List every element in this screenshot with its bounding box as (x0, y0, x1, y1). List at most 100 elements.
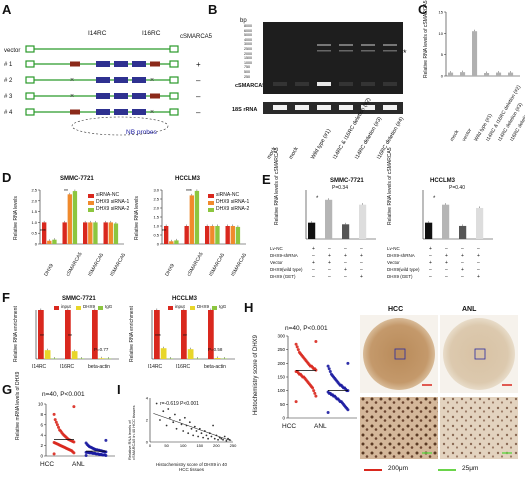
scatter-point-11 (182, 430, 185, 432)
bar-siRNA-NC-1 (62, 222, 67, 244)
chart-f-hcclm3 (151, 308, 235, 360)
y-tick-label-100: 100 (277, 388, 285, 393)
y-tick-label-300: 300 (277, 334, 285, 339)
lane-label-1: mock (288, 146, 300, 161)
e-sign: + (328, 253, 331, 259)
upper-band (383, 44, 397, 46)
ladder-label-3000: 3000 (244, 42, 252, 47)
panel-label-f: F (2, 290, 10, 305)
y-tick-label-0: 0 (157, 242, 160, 247)
f-legend-swatch (98, 306, 103, 310)
i-stat: r=-0.619 P<0.001 (160, 401, 199, 407)
e-sign: + (445, 253, 448, 259)
g-stat: n=40, P<0.001 (42, 391, 85, 398)
bar-csmarca5-1 (460, 72, 466, 76)
i16rc-label: I16RC (142, 30, 161, 37)
scatter-point-8 (175, 427, 178, 430)
bar-e-3 (476, 207, 484, 239)
ladder-label-500: 500 (244, 70, 250, 74)
h-img-title-anl: ANL (462, 306, 477, 313)
exon-block-2 (114, 77, 128, 83)
chart-d-smmc: 0 0.5 1.0 1.5 2.0 2.5 (31, 188, 124, 247)
bar-e-0 (425, 222, 433, 239)
scatter-point-23 (202, 436, 205, 439)
e-sign: – (461, 274, 464, 280)
left-exon-box (25, 92, 35, 100)
e-sign: + (344, 253, 347, 259)
i16rc-deleted-mark: × (150, 77, 154, 84)
scatter-point-35 (222, 438, 224, 441)
d-sig-dhx9: ** (162, 229, 166, 235)
bar-DHX9 siRNA-2-2 (93, 222, 98, 244)
d-cat-0-3: ISMARCA5 (109, 252, 128, 278)
f-legend-label-1: DHX9 (197, 304, 210, 309)
y-tick-label-3.0: 3.0 (153, 188, 159, 193)
bar-e-2 (459, 225, 467, 239)
row-label-1: # 1 (4, 62, 13, 68)
scatter-point-2 (162, 410, 165, 413)
right-exon-box (169, 108, 179, 116)
d-sig-dhx9: *** (40, 229, 46, 235)
csmarca5-band (295, 82, 309, 86)
chart-e-smmc (305, 190, 376, 240)
panel-label-h: H (244, 300, 254, 315)
d-legend-swatch (88, 194, 94, 198)
ladder-label-750: 750 (244, 65, 250, 70)
e-sign: – (312, 274, 315, 280)
right-exon-box (169, 76, 179, 84)
bar-e-0 (308, 222, 316, 239)
e-sign: + (328, 260, 331, 266)
y-tick-label-0: 0 (40, 454, 43, 459)
e-sign: – (477, 260, 480, 266)
point-HCC-35 (297, 350, 301, 354)
point-HCC-38 (294, 342, 298, 346)
e-sign: – (360, 260, 363, 266)
bar-DHX9 siRNA-1-2 (88, 222, 93, 244)
band-star: * (403, 48, 407, 58)
bar-DHX9-0 (44, 350, 51, 359)
cat-HCC: HCC (282, 423, 297, 430)
d-legend-label-2: DHX9 siRNA-2 (96, 206, 130, 212)
f-legend-swatch (190, 306, 195, 310)
rrna-band (361, 105, 375, 110)
i-ylabel: Relative RNA levels of cSMARCA5 in 40 HC… (127, 405, 136, 460)
panel-label-c: C (418, 2, 428, 17)
chart-h: 0 50 100 150 200 250 300 (277, 334, 357, 421)
f-legend-label-1: DHX9 (83, 304, 96, 309)
point-ANL-38 (84, 441, 88, 445)
e-sign: + (461, 267, 464, 273)
right-exon-box (169, 60, 179, 68)
i14rc-block (70, 109, 80, 115)
scatter-point-29 (212, 424, 214, 427)
point-ANL-39 (104, 438, 108, 442)
scatter-point-12 (183, 416, 186, 419)
ladder-label-5000: 5000 (244, 33, 252, 38)
upper-band (339, 44, 353, 46)
ladder-label-1500: 1500 (244, 56, 252, 61)
y-tick-label-2.5: 2.5 (153, 197, 159, 202)
upper-band-2 (317, 50, 331, 52)
f-pvalue-1: P=0.58 (208, 347, 223, 352)
f-title-left: SMMC-7721 (62, 296, 96, 302)
construct-diagram: × ××× (25, 45, 179, 136)
ladder-label-2000: 2000 (244, 51, 252, 56)
rrna-band (273, 105, 287, 110)
e-row-0-2: Vector (270, 260, 283, 265)
e-row-0-1: DHX9-shRNA (270, 253, 298, 258)
exon-block-1 (96, 93, 110, 99)
e-row-1-0: Lv-NC (387, 246, 400, 251)
y-tick-label-15: 15 (439, 10, 444, 15)
h-stat: n=40, P<0.001 (285, 325, 328, 332)
bar-DHX9 siRNA-2-3 (235, 226, 241, 244)
e-row-1-1: DHX9-shRNA (387, 253, 415, 258)
ladder-label-1000: 1000 (244, 60, 252, 65)
e-sign: – (312, 253, 315, 259)
d-legend-label-1: DHX9 siRNA-1 (216, 199, 250, 205)
y-tick-label-2.0: 2.0 (31, 198, 37, 203)
point-HCC-39 (72, 405, 76, 409)
e-sign: + (477, 253, 480, 259)
bar-DHX9 siRNA-2-2 (215, 226, 220, 244)
d-sig-csmarca5: ** (64, 189, 68, 195)
